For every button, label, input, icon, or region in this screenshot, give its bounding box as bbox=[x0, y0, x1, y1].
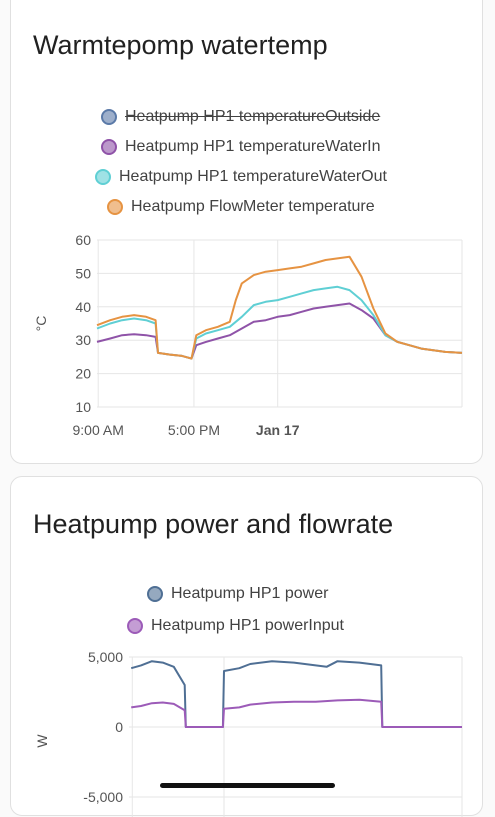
series-line bbox=[96, 255, 463, 360]
y-tick-label: 30 bbox=[75, 332, 91, 348]
legend-swatch bbox=[127, 618, 143, 634]
legend-item-temperature-water-out[interactable]: Heatpump HP1 temperatureWaterOut bbox=[95, 168, 387, 186]
legend-label: Heatpump FlowMeter temperature bbox=[131, 198, 375, 215]
legend-label: Heatpump HP1 temperatureWaterIn bbox=[125, 138, 381, 155]
x-tick-label: 5:00 PM bbox=[168, 422, 220, 438]
legend-swatch bbox=[147, 586, 163, 602]
y-axis-label: °C bbox=[33, 316, 49, 332]
legend-label: Heatpump HP1 temperatureOutside bbox=[125, 108, 381, 125]
y-tick-label: 0 bbox=[115, 719, 123, 735]
y-axis-label: W bbox=[34, 734, 50, 748]
y-tick-label: 40 bbox=[75, 299, 91, 315]
y-tick-label: 20 bbox=[75, 366, 91, 382]
series-line bbox=[96, 285, 463, 360]
y-tick-label: 50 bbox=[75, 265, 91, 281]
x-tick-label: 9:00 AM bbox=[73, 422, 124, 438]
card-title: Heatpump power and flowrate bbox=[33, 509, 394, 539]
legend-item-temperature-outside[interactable]: Heatpump HP1 temperatureOutside bbox=[101, 108, 380, 126]
legend-item-temperature-water-in[interactable]: Heatpump HP1 temperatureWaterIn bbox=[101, 138, 381, 156]
legend-item-power-input[interactable]: Heatpump HP1 powerInput bbox=[127, 617, 344, 635]
y-tick-label: 5,000 bbox=[88, 649, 123, 665]
power-card: Heatpump power and flowrate Heatpump HP1… bbox=[10, 476, 484, 817]
y-tick-label: -5,000 bbox=[83, 789, 123, 805]
legend-swatch bbox=[101, 139, 117, 155]
card-title: Warmtepomp watertemp bbox=[33, 30, 328, 60]
legend-label: Heatpump HP1 power bbox=[171, 585, 329, 602]
temperature-card: Warmtepomp watertemp Heatpump HP1 temper… bbox=[10, 0, 483, 464]
x-tick-label: Jan 17 bbox=[256, 422, 300, 438]
legend-item-power[interactable]: Heatpump HP1 power bbox=[147, 585, 328, 603]
series-line bbox=[131, 698, 462, 728]
series-line bbox=[96, 302, 463, 360]
power-chart[interactable]: -5,000 0 5,000 W bbox=[11, 477, 484, 817]
legend-label: Heatpump HP1 temperatureWaterOut bbox=[119, 168, 387, 185]
y-tick-label: 10 bbox=[75, 399, 91, 415]
series-line bbox=[130, 660, 462, 728]
legend-swatch bbox=[107, 199, 123, 215]
legend-swatch bbox=[95, 169, 111, 185]
legend-label: Heatpump HP1 powerInput bbox=[151, 617, 344, 634]
legend-item-flowmeter-temperature[interactable]: Heatpump FlowMeter temperature bbox=[107, 198, 375, 216]
legend-swatch bbox=[101, 109, 117, 125]
temperature-chart[interactable]: 10 20 30 40 50 60 9:00 AM 5:00 PM Jan 17 °C bbox=[11, 0, 484, 465]
home-indicator[interactable] bbox=[160, 783, 335, 788]
y-tick-label: 60 bbox=[75, 232, 91, 248]
